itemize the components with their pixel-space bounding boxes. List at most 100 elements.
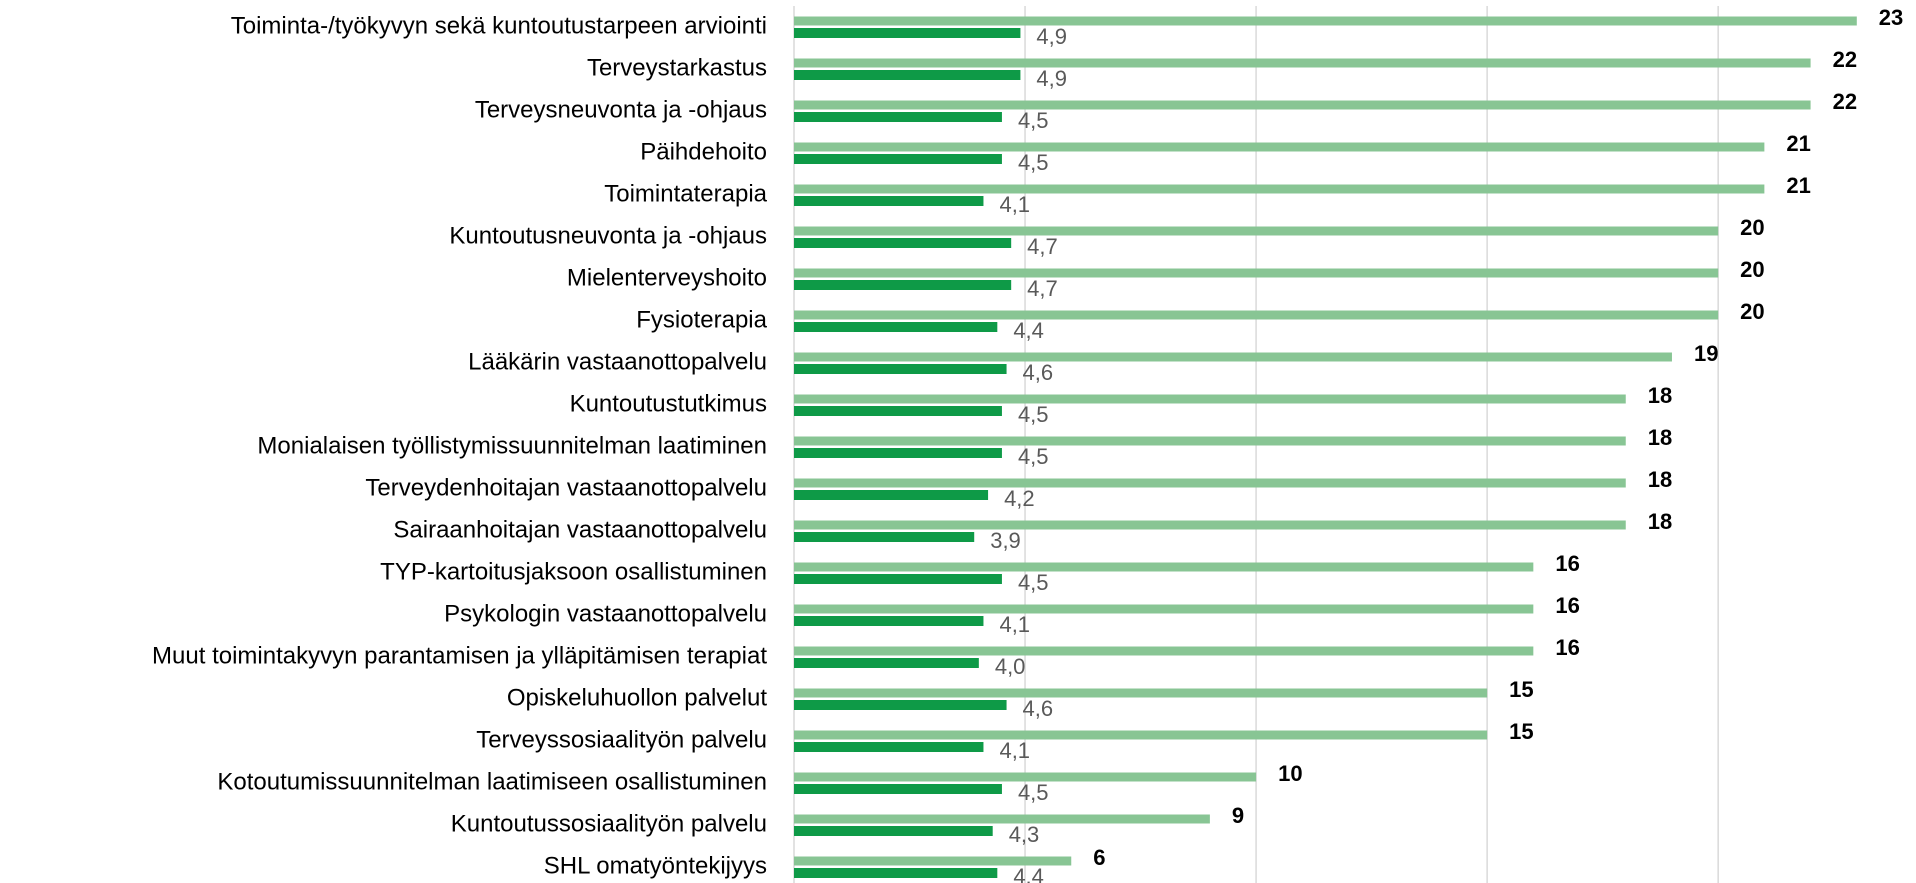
value-label: 4,5 [1018,780,1049,805]
bar [794,322,998,332]
value-label: 4,1 [999,612,1030,637]
bar [794,196,984,206]
bar [794,406,1002,416]
value-label: 18 [1648,425,1672,450]
value-label: 4,5 [1018,108,1049,133]
value-label: 4,6 [1023,360,1054,385]
bar [794,58,1811,68]
value-label: 19 [1694,341,1718,366]
category-label: Mielenterveyshoito [567,264,767,291]
value-label: 20 [1740,215,1764,240]
value-label: 16 [1555,551,1579,576]
bar [794,268,1719,278]
value-label: 6 [1093,845,1105,870]
value-label: 4,5 [1018,444,1049,469]
bar [794,700,1007,710]
value-label: 15 [1509,719,1533,744]
value-label: 20 [1740,257,1764,282]
bar [794,478,1626,488]
bar [794,658,979,668]
bar [794,310,1719,320]
value-label: 21 [1786,173,1810,198]
bar [794,448,1002,458]
bar [794,364,1007,374]
value-label: 10 [1278,761,1302,786]
value-label: 4,0 [995,654,1026,679]
category-label: Terveysneuvonta ja -ohjaus [475,96,767,123]
category-label: Toiminta-/työkyvyn sekä kuntoutustarpeen… [231,12,767,39]
value-label: 16 [1555,593,1579,618]
bar [794,184,1765,194]
bar [794,226,1719,236]
bar [794,646,1534,656]
bar [794,28,1021,38]
category-label: Muut toimintakyvyn parantamisen ja ylläp… [152,642,767,669]
bar [794,520,1626,530]
value-label: 4,5 [1018,570,1049,595]
bar [794,280,1012,290]
category-label: Kuntoutusneuvonta ja -ohjaus [449,222,767,249]
category-label: Lääkärin vastaanottopalvelu [468,348,767,375]
bar [794,616,984,626]
category-label: SHL omatyöntekijyys [544,852,767,879]
bar [794,574,1002,584]
category-label: Terveydenhoitajan vastaanottopalvelu [365,474,767,501]
bar [794,562,1534,572]
category-label: Toimintaterapia [604,180,767,207]
value-label: 16 [1555,635,1579,660]
value-label: 4,6 [1023,696,1054,721]
bar [794,856,1072,866]
category-label: Fysioterapia [636,306,767,333]
value-label: 18 [1648,467,1672,492]
value-label: 3,9 [990,528,1021,553]
bar [794,16,1857,26]
value-label: 23 [1879,5,1903,30]
value-label: 4,9 [1036,66,1067,91]
value-label: 15 [1509,677,1533,702]
category-label: Päihdehoito [640,138,767,165]
category-label: Monialaisen työllistymissuunnitelman laa… [257,432,767,459]
bar [794,814,1210,824]
category-label: Kotoutumissuunnitelman laatimiseen osall… [217,768,767,795]
bar [794,352,1672,362]
value-label: 18 [1648,383,1672,408]
value-label: 4,3 [1009,822,1040,847]
value-label: 4,7 [1027,234,1058,259]
bar [794,604,1534,614]
value-label: 4,5 [1018,150,1049,175]
bar [794,154,1002,164]
value-label: 4,4 [1013,864,1044,883]
bar [794,868,998,878]
value-label: 4,7 [1027,276,1058,301]
bar [794,826,993,836]
category-label: Terveystarkastus [587,54,767,81]
bar [794,238,1012,248]
value-label: 4,5 [1018,402,1049,427]
category-label: Opiskeluhuollon palvelut [507,684,768,711]
bar [794,730,1488,740]
bar [794,70,1021,80]
category-label: Psykologin vastaanottopalvelu [444,600,767,627]
bar [794,112,1002,122]
value-label: 22 [1833,89,1857,114]
value-label: 4,2 [1004,486,1035,511]
value-label: 4,9 [1036,24,1067,49]
value-label: 4,1 [999,738,1030,763]
value-label: 4,4 [1013,318,1044,343]
value-label: 4,1 [999,192,1030,217]
category-label: Kuntoutustutkimus [570,390,767,417]
bar [794,436,1626,446]
bar [794,532,975,542]
bar [794,688,1488,698]
bar [794,784,1002,794]
category-label: Kuntoutussosiaalityön palvelu [451,810,767,837]
bar [794,142,1765,152]
bar [794,490,989,500]
category-label: Sairaanhoitajan vastaanottopalvelu [393,516,767,543]
category-label: Terveyssosiaalityön palvelu [476,726,767,753]
bar [794,394,1626,404]
bar [794,742,984,752]
value-label: 20 [1740,299,1764,324]
value-label: 18 [1648,509,1672,534]
